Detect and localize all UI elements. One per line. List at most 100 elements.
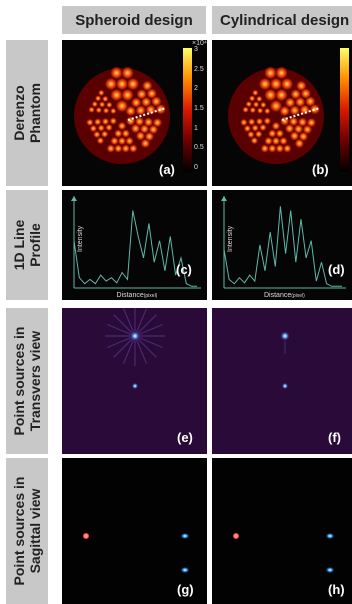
row-label-transverse: Point sources in Transvers view <box>6 308 48 454</box>
point-source <box>281 382 289 390</box>
phantom-rod <box>93 131 101 138</box>
phantom-rod <box>146 88 157 99</box>
phantom-rod <box>118 137 126 145</box>
phantom-rod <box>296 80 307 91</box>
phantom-rod <box>243 125 251 132</box>
phantom-rod <box>109 117 117 125</box>
panel-h-sagittal-cylindrical: (h) <box>212 458 352 604</box>
phantom-rod <box>114 144 123 153</box>
profile-line-marker <box>281 107 321 121</box>
phantom-rod <box>129 144 138 153</box>
phantom-rod <box>99 101 106 108</box>
panel-b-derenzo-cylindrical: (b) <box>212 40 352 186</box>
phantom-rod <box>275 144 284 153</box>
phantom-rod <box>103 107 110 114</box>
phantom-rod <box>145 104 156 115</box>
phantom-rod <box>268 129 277 138</box>
phantom-rod <box>110 67 123 79</box>
x-axis-label: Distance(pixel) <box>264 292 305 299</box>
phantom-rod <box>121 67 134 79</box>
phantom-rod <box>116 100 128 112</box>
panel-a-derenzo-spheroid: ×10⁴ 3 2.5 2 1.5 1 0.5 0 (a) <box>62 40 207 186</box>
phantom-rod <box>152 118 162 128</box>
phantom-rod <box>140 124 149 134</box>
phantom-rod <box>250 137 258 145</box>
phantom-rod <box>105 124 113 131</box>
phantom-rod <box>247 131 255 138</box>
phantom-rod <box>264 67 277 79</box>
phantom-rod <box>275 89 288 101</box>
phantom-rod <box>300 88 311 99</box>
colorbar-tick-label: 2.5 <box>194 65 204 73</box>
y-axis-label: Intensity <box>227 225 234 252</box>
phantom-rod <box>295 97 306 107</box>
phantom-rod <box>106 144 115 153</box>
point-source <box>180 566 190 574</box>
transverse-image <box>105 308 165 390</box>
profile-plot: Intensity Distance(pixel) <box>71 196 201 299</box>
phantom-rod <box>290 89 301 100</box>
phantom-rod <box>101 130 109 138</box>
sagittal-image <box>83 532 190 574</box>
row-label-line: 1D Line <box>11 219 27 271</box>
phantom-rod <box>272 137 280 145</box>
phantom-rod <box>260 101 267 108</box>
phantom-rod <box>285 124 295 133</box>
row-label-line: Derenzo <box>11 85 27 141</box>
phantom-rod <box>257 107 264 114</box>
colorbar-exponent: ×10⁴ <box>192 40 207 47</box>
phantom-rod <box>126 116 136 126</box>
phantom-rod <box>272 122 280 130</box>
transverse-image <box>280 331 290 390</box>
phantom-rod <box>95 107 102 114</box>
point-source <box>280 331 290 341</box>
colorbar <box>340 48 349 172</box>
colorbar-tick-label: 2 <box>194 85 198 93</box>
phantom-rod <box>305 96 316 107</box>
phantom-rod <box>249 107 256 114</box>
phantom-rod <box>240 118 248 126</box>
phantom-rod <box>275 129 284 138</box>
phantom-rod <box>110 137 119 145</box>
derenzo-image <box>228 67 324 164</box>
derenzo-image <box>74 67 170 164</box>
phantom-rod <box>96 137 104 145</box>
phantom-rod <box>136 89 147 100</box>
panel-label: (c) <box>176 262 192 277</box>
phantom-rod <box>144 117 153 127</box>
panel-g-sagittal-spheroid: (g) <box>62 458 207 604</box>
colorbar-tick-label: 0 <box>194 164 198 171</box>
row-label-derenzo: Derenzo Phantom <box>6 40 48 186</box>
phantom-rod <box>135 117 145 126</box>
phantom-rod <box>121 89 134 101</box>
phantom-rod <box>118 122 126 130</box>
phantom-rod <box>110 89 123 101</box>
panel-label: (g) <box>177 582 194 597</box>
phantom-rod <box>97 124 105 132</box>
phantom-rod <box>102 95 109 102</box>
phantom-rod <box>116 78 128 90</box>
phantom-rod <box>279 137 288 145</box>
phantom-rod <box>298 132 308 141</box>
phantom-rod <box>264 137 273 145</box>
phantom-rod <box>102 118 109 125</box>
panel-f-transverse-cylindrical: (f) <box>212 308 352 454</box>
point-source <box>83 533 89 539</box>
y-axis-arrow <box>71 196 77 201</box>
phantom-rod <box>136 131 145 141</box>
phantom-rod <box>140 138 150 148</box>
phantom-rod <box>270 100 282 112</box>
phantom-rod <box>259 124 267 131</box>
row-label-line: Phantom <box>27 83 43 143</box>
phantom-rod <box>110 108 117 114</box>
panel-label: (a) <box>159 162 175 177</box>
phantom-rod <box>249 95 256 102</box>
point-source <box>130 331 140 341</box>
phantom-rod <box>242 106 249 113</box>
colorbar-tick-label: 3 <box>194 46 198 53</box>
phantom-rod <box>264 108 271 114</box>
phantom-rod <box>98 89 105 96</box>
phantom-rod <box>253 101 260 108</box>
y-axis-arrow <box>221 196 227 201</box>
panel-label: (e) <box>177 430 193 445</box>
